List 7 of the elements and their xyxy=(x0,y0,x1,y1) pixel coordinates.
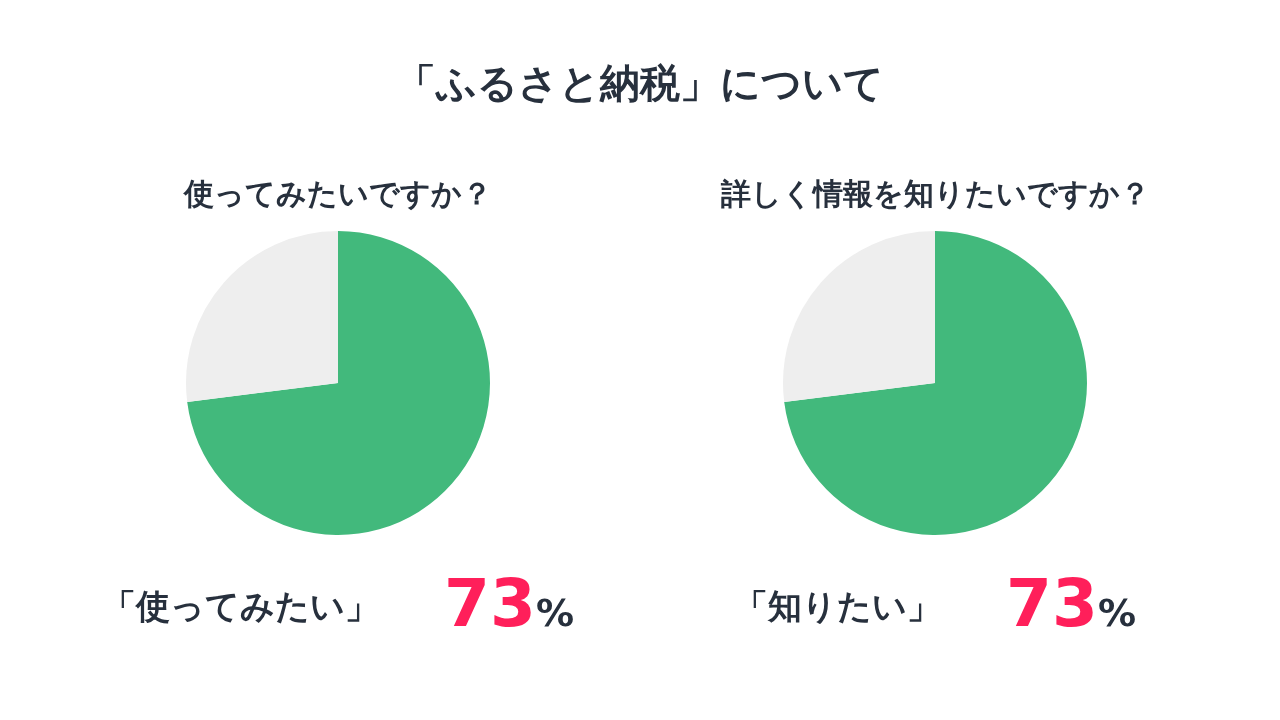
chart-title: 「ふるさと納税」について xyxy=(395,59,885,108)
chart-subtitle: 使ってみたいですか？ xyxy=(182,175,493,213)
slice-label: 「知りたい」 xyxy=(734,586,942,626)
data-label: 73% xyxy=(444,565,574,642)
data-label: 73% xyxy=(1006,565,1136,642)
chart-subtitle: 詳しく情報を知りたいですか？ xyxy=(719,175,1151,213)
slice-label: 「使ってみたい」 xyxy=(102,586,380,626)
